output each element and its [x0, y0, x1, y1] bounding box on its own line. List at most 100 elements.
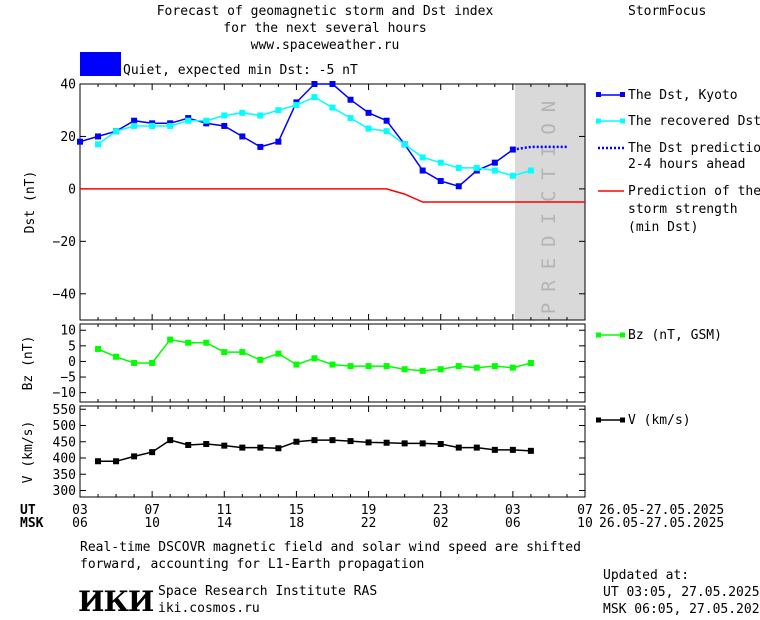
- status-color-swatch: [80, 52, 121, 76]
- data-point: [437, 178, 444, 185]
- data-point: [275, 138, 282, 145]
- msk-date-range: 26.05-27.05.2025: [599, 516, 724, 531]
- data-point: [221, 122, 228, 129]
- data-point: [365, 109, 372, 116]
- data-point: [239, 109, 246, 116]
- ut-date-range: 26.05-27.05.2025: [599, 503, 724, 518]
- data-point: [257, 143, 264, 150]
- series-line: [80, 188, 585, 203]
- data-point: [509, 364, 516, 371]
- data-point: [293, 101, 300, 108]
- data-point: [293, 361, 300, 368]
- data-point: [491, 446, 498, 453]
- ut-tick-label: 07: [144, 503, 160, 518]
- legend-storm-line3: (min Dst): [628, 220, 698, 235]
- data-point: [419, 440, 426, 447]
- data-point: [383, 363, 390, 370]
- legend-recovered-dst: The recovered Dst: [628, 114, 760, 129]
- msk-tick-label: 18: [289, 516, 305, 531]
- data-point: [491, 363, 498, 370]
- data-point: [491, 159, 498, 166]
- data-point: [131, 453, 138, 460]
- data-point: [275, 107, 282, 114]
- time-axis: UT MSK 26.05-27.05.2025 26.05-27.05.2025…: [20, 503, 724, 531]
- data-point: [365, 363, 372, 370]
- data-point: [221, 442, 228, 449]
- bz-ytick-label: 5: [68, 339, 76, 354]
- bz-ytick-label: −10: [53, 386, 76, 401]
- data-point: [311, 355, 318, 362]
- data-point: [239, 133, 246, 140]
- msk-tick-label: 02: [433, 516, 449, 531]
- data-point: [149, 360, 156, 366]
- source-url: www.spaceweather.ru: [250, 38, 400, 53]
- data-point: [527, 167, 534, 174]
- msk-tick-label: 06: [72, 516, 88, 531]
- bz-axis-label: Bz (nT): [21, 336, 36, 391]
- data-point: [473, 444, 480, 451]
- data-point: [491, 167, 498, 174]
- data-point: [131, 122, 138, 129]
- data-point: [221, 112, 228, 119]
- data-point: [383, 128, 390, 135]
- data-point: [383, 439, 390, 446]
- v-plot-frame: [79, 405, 586, 498]
- legend-storm-line2: storm strength: [628, 202, 738, 217]
- dst-ytick-label: −40: [53, 287, 76, 302]
- series-line: [79, 83, 514, 188]
- data-point: [167, 437, 174, 444]
- data-point: [329, 361, 336, 368]
- v-ytick-label: 550: [53, 403, 76, 418]
- series-line: [98, 439, 531, 463]
- ut-tick-label: 23: [433, 503, 449, 518]
- ut-tick-label: 07: [577, 503, 593, 518]
- msk-tick-label: 14: [216, 516, 232, 531]
- data-point: [329, 81, 336, 87]
- ut-tick-label: 11: [216, 503, 232, 518]
- data-point: [149, 449, 156, 456]
- data-point: [185, 442, 192, 448]
- data-point: [185, 339, 192, 346]
- v-ytick-label: 500: [53, 419, 76, 434]
- updated-label: Updated at:: [603, 568, 690, 583]
- bz-ytick-label: 0: [68, 355, 76, 370]
- dst-ytick-label: 20: [60, 130, 76, 145]
- data-point: [113, 128, 120, 135]
- footer-note-line2: forward, accounting for L1-Earth propaga…: [80, 557, 425, 572]
- data-point: [95, 345, 102, 352]
- v-ytick-label: 400: [53, 452, 76, 467]
- data-point: [419, 367, 426, 374]
- msk-tick-label: 06: [505, 516, 521, 531]
- data-point: [203, 117, 210, 124]
- data-point: [113, 353, 120, 360]
- v-ytick-label: 300: [53, 484, 76, 499]
- data-point: [527, 447, 534, 454]
- data-point: [527, 360, 534, 366]
- updated-msk: MSK 06:05, 27.05.2025: [603, 602, 760, 617]
- chart-title-line2: for the next several hours: [223, 21, 427, 36]
- data-point: [419, 154, 426, 161]
- dst-ytick-label: 0: [68, 182, 76, 197]
- data-point: [455, 164, 462, 171]
- chart-title-line1: Forecast of geomagnetic storm and Dst in…: [156, 4, 494, 19]
- data-point: [257, 356, 264, 363]
- data-point: [239, 444, 246, 451]
- ut-tick-label: 19: [361, 503, 377, 518]
- institute-name: Space Research Institute RAS: [158, 584, 378, 599]
- dst-ytick-label: −20: [53, 235, 76, 250]
- series-line: [97, 338, 532, 372]
- data-point: [221, 349, 228, 356]
- data-point: [383, 117, 390, 124]
- data-point: [293, 438, 300, 445]
- dst-ytick-label: 40: [60, 78, 76, 93]
- data-point: [455, 444, 462, 451]
- ut-tick-label: 15: [289, 503, 305, 518]
- ut-tick-label: 03: [72, 503, 88, 518]
- data-point: [473, 164, 480, 171]
- bz-ytick-label: 10: [60, 324, 76, 339]
- data-point: [311, 94, 318, 101]
- legend: The Dst, Kyoto The recovered Dst The Dst…: [596, 88, 760, 428]
- bz-ytick-label: −5: [60, 371, 76, 386]
